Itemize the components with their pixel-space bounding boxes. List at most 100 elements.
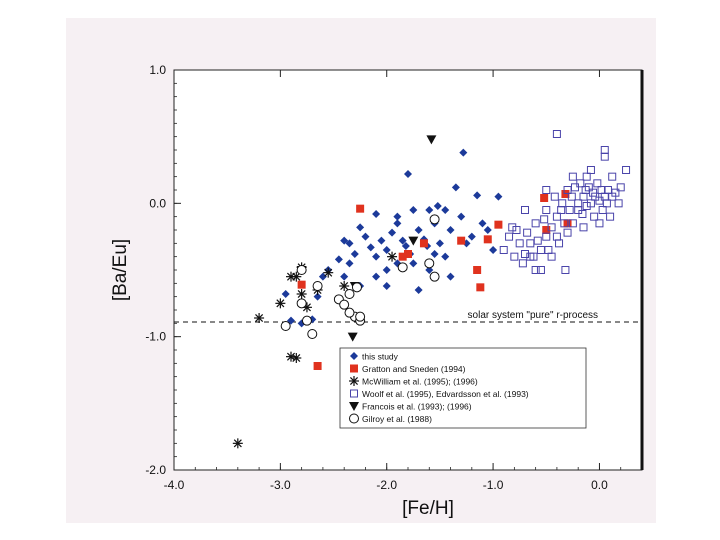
data-point (312, 281, 323, 291)
square-marker (476, 283, 485, 292)
open-square-marker (611, 188, 620, 197)
diamond-marker (473, 191, 482, 200)
data-point (565, 206, 574, 214)
square-marker (473, 266, 482, 274)
open-square-marker (598, 206, 607, 214)
data-point (515, 239, 524, 248)
data-point (291, 353, 302, 363)
open-square-marker (515, 239, 524, 248)
legend: this study Gratton and Sneden (1994) McWil… (339, 347, 587, 429)
square-marker (540, 194, 549, 202)
data-point (441, 252, 450, 261)
data-point (510, 252, 519, 261)
data-point (382, 266, 391, 274)
data-point (429, 271, 440, 282)
data-point (608, 172, 617, 181)
data-point (446, 226, 455, 234)
open-square-marker (593, 179, 602, 188)
data-point (494, 220, 503, 229)
x-tick-label: -4.0 (164, 478, 185, 492)
open-square-marker (531, 219, 540, 228)
data-point (489, 246, 498, 254)
data-point (401, 242, 410, 250)
data-point (426, 135, 437, 145)
open-circle-marker (351, 282, 362, 293)
data-point (598, 206, 607, 214)
scatter-plot: -4.0 -3.0 -2.0 -1.0 0.0 1.0 0.0 -1.0 -2.0 [Fe/H] [… (110, 63, 644, 519)
asterisk-stroke (292, 272, 301, 281)
open-square-marker (568, 219, 577, 228)
diamond-marker (483, 226, 492, 234)
data-point (616, 183, 625, 192)
data-point (340, 236, 349, 245)
open-square-marker (584, 183, 593, 192)
diamond-marker (441, 252, 450, 261)
data-point (568, 172, 577, 181)
diamond-marker (393, 219, 402, 228)
open-square-marker (555, 239, 564, 248)
open-circle-marker (424, 258, 435, 269)
diamond-marker (401, 242, 410, 250)
diamond-marker (425, 206, 434, 214)
data-point (606, 212, 615, 221)
open-square-marker (510, 252, 519, 261)
open-square-marker (542, 232, 551, 241)
data-point (414, 226, 423, 234)
diamond-marker (433, 202, 442, 210)
open-square-marker (508, 223, 517, 232)
square-marker (297, 280, 306, 289)
data-point (291, 271, 302, 282)
data-point (483, 226, 492, 234)
open-circle-marker (397, 262, 408, 273)
open-circle-marker (307, 329, 318, 339)
data-point (582, 202, 591, 210)
y-tick-label: -2.0 (145, 463, 166, 477)
data-point (542, 206, 551, 214)
x-axis-label: [Fe/H] (402, 498, 454, 519)
data-point (494, 192, 503, 201)
open-square-marker (542, 186, 551, 194)
data-point (531, 266, 540, 274)
diamond-marker (377, 236, 386, 245)
diamond-marker (393, 212, 402, 221)
open-square-marker (576, 179, 585, 188)
data-point (372, 272, 381, 281)
open-square-marker (560, 219, 569, 228)
open-square-marker (552, 212, 561, 221)
open-square-marker (505, 232, 514, 241)
diamond-marker (404, 170, 412, 178)
data-point (614, 199, 623, 208)
data-point (429, 214, 440, 225)
data-point (355, 311, 366, 322)
data-point (558, 199, 567, 208)
data-point (419, 239, 428, 248)
data-point (398, 252, 407, 261)
data-point (232, 438, 243, 449)
x-tick-label: -2.0 (376, 478, 397, 492)
legend-label: Woolf et al. (1995), Edvardsson et al. (… (362, 389, 529, 399)
data-point (521, 206, 529, 214)
data-point (397, 262, 408, 273)
data-point (542, 232, 551, 241)
diamond-marker (361, 232, 370, 241)
data-point (533, 236, 542, 245)
square-marker (313, 362, 322, 370)
square-marker (398, 252, 407, 261)
data-point (595, 219, 604, 228)
open-circle-marker (429, 214, 440, 225)
data-point (409, 259, 418, 268)
data-point (393, 212, 402, 221)
diamond-marker (345, 259, 354, 268)
data-point (457, 236, 466, 245)
data-point (483, 235, 492, 244)
open-square-marker (614, 199, 623, 208)
asterisk-stroke (292, 353, 301, 363)
open-square-marker (526, 252, 535, 261)
data-point (382, 282, 391, 290)
open-square-marker (563, 228, 572, 237)
data-point (433, 202, 442, 210)
data-point (350, 364, 358, 373)
diamond-marker (372, 272, 381, 281)
asterisk-stroke (340, 281, 349, 291)
data-point (547, 252, 556, 261)
